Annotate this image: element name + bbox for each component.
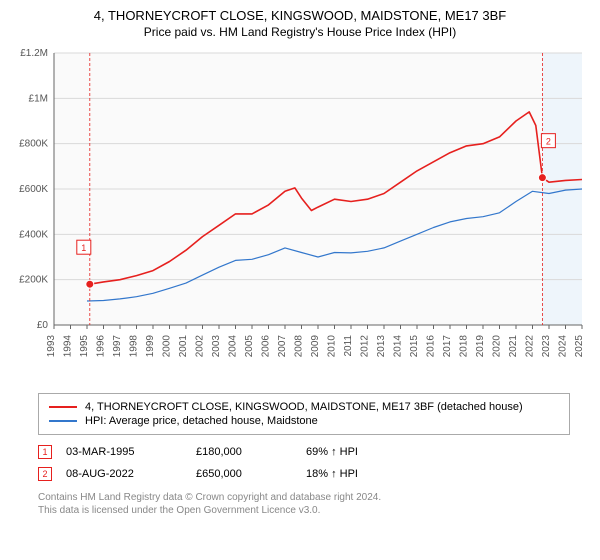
svg-text:£0: £0 [37,320,49,331]
legend-item: HPI: Average price, detached house, Maid… [49,414,559,428]
data-point-row: 2 08-AUG-2022£650,00018% ↑ HPI [38,463,570,485]
svg-text:2023: 2023 [541,335,552,358]
data-point-price: £180,000 [196,446,306,458]
data-point-date: 03-MAR-1995 [66,446,196,458]
svg-text:1997: 1997 [112,335,123,358]
svg-text:2000: 2000 [162,335,173,358]
legend-swatch [49,420,77,422]
legend-swatch [49,406,77,408]
svg-text:1: 1 [81,243,86,253]
svg-text:2004: 2004 [228,335,239,358]
legend: 4, THORNEYCROFT CLOSE, KINGSWOOD, MAIDST… [38,393,570,435]
svg-text:£1M: £1M [29,93,48,104]
svg-text:2007: 2007 [277,335,288,358]
chart-subtitle: Price paid vs. HM Land Registry's House … [0,23,600,45]
svg-text:£1.2M: £1.2M [20,48,48,59]
svg-text:2014: 2014 [393,335,404,358]
legend-item: 4, THORNEYCROFT CLOSE, KINGSWOOD, MAIDST… [49,400,559,414]
data-point-date: 08-AUG-2022 [66,468,196,480]
chart-area: £0 £200K £400K £600K £800K £1M £1.2M 1993 1994 19… [0,45,600,385]
data-points: 1 03-MAR-1995£180,00069% ↑ HPI 2 08-AUG-202… [38,441,570,485]
svg-text:1995: 1995 [79,335,90,358]
svg-text:2010: 2010 [327,335,338,358]
svg-text:1998: 1998 [129,335,140,358]
svg-text:2006: 2006 [261,335,272,358]
svg-text:2025: 2025 [574,335,585,358]
svg-text:2012: 2012 [360,335,371,358]
data-point-rel: 18% ↑ HPI [306,468,406,480]
footer: Contains HM Land Registry data © Crown c… [38,491,570,517]
svg-text:2022: 2022 [525,335,536,358]
data-point-marker: 1 [38,445,52,459]
svg-text:2: 2 [546,137,551,147]
svg-text:1999: 1999 [145,335,156,358]
data-point-price: £650,000 [196,468,306,480]
data-point-marker: 2 [38,467,52,481]
svg-text:2009: 2009 [310,335,321,358]
data-point-row: 1 03-MAR-1995£180,00069% ↑ HPI [38,441,570,463]
svg-text:£400K: £400K [19,229,48,240]
legend-label: HPI: Average price, detached house, Maid… [85,415,318,427]
footer-line2: This data is licensed under the Open Gov… [38,504,570,517]
svg-text:2019: 2019 [475,335,486,358]
svg-text:2005: 2005 [244,335,255,358]
svg-text:2013: 2013 [376,335,387,358]
svg-text:2024: 2024 [558,335,569,358]
svg-text:2001: 2001 [178,335,189,358]
chart-title: 4, THORNEYCROFT CLOSE, KINGSWOOD, MAIDST… [0,0,600,23]
svg-text:2002: 2002 [195,335,206,358]
svg-text:2021: 2021 [508,335,519,358]
svg-text:2020: 2020 [492,335,503,358]
svg-text:£200K: £200K [19,275,48,286]
footer-line1: Contains HM Land Registry data © Crown c… [38,491,570,504]
svg-text:2008: 2008 [294,335,305,358]
svg-text:1994: 1994 [63,335,74,358]
svg-text:2011: 2011 [343,335,354,357]
svg-text:£600K: £600K [19,184,48,195]
svg-text:£800K: £800K [19,139,48,150]
svg-text:1996: 1996 [96,335,107,358]
line-chart: £0 £200K £400K £600K £800K £1M £1.2M 1993 1994 19… [0,45,600,385]
svg-text:2003: 2003 [211,335,222,358]
svg-text:1993: 1993 [46,335,57,358]
svg-text:2018: 2018 [459,335,470,358]
svg-text:2015: 2015 [409,335,420,358]
legend-label: 4, THORNEYCROFT CLOSE, KINGSWOOD, MAIDST… [85,401,523,413]
svg-text:2017: 2017 [442,335,453,358]
svg-text:2016: 2016 [426,335,437,358]
data-point-rel: 69% ↑ HPI [306,446,406,458]
